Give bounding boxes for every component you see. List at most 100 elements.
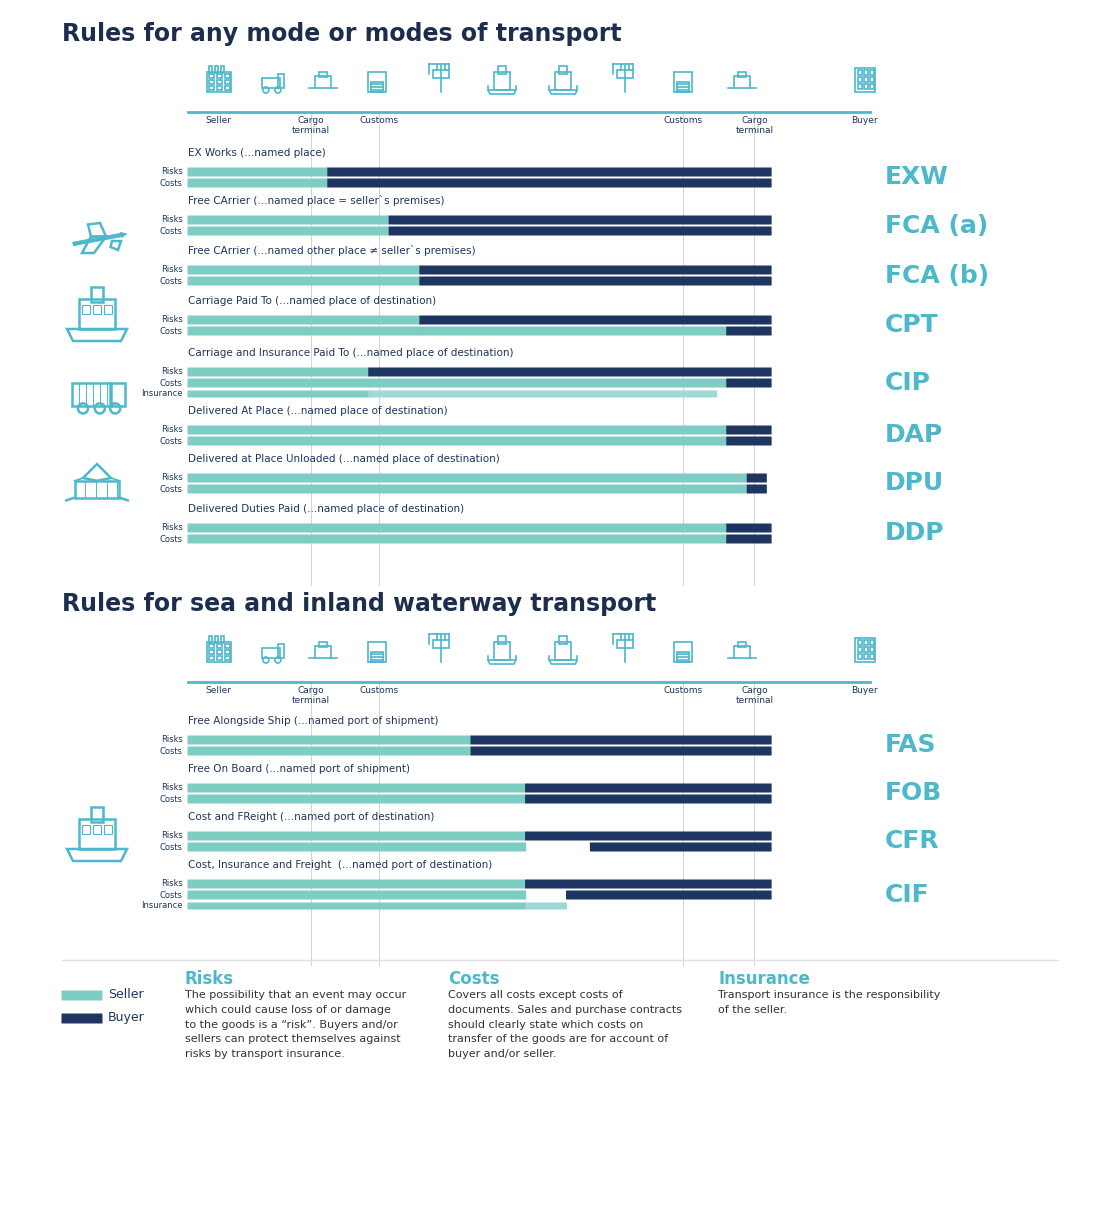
Text: Transport insurance is the responsibility
of the seller.: Transport insurance is the responsibilit… xyxy=(718,990,941,1014)
FancyBboxPatch shape xyxy=(187,265,420,275)
FancyBboxPatch shape xyxy=(747,485,767,493)
Bar xyxy=(207,642,231,662)
Text: Risks: Risks xyxy=(161,474,183,482)
FancyBboxPatch shape xyxy=(187,534,727,544)
Bar xyxy=(215,636,217,643)
FancyBboxPatch shape xyxy=(525,879,772,889)
Bar xyxy=(858,84,862,89)
Text: CIP: CIP xyxy=(885,371,931,396)
Text: Risks: Risks xyxy=(161,368,183,376)
Bar xyxy=(221,66,224,74)
Bar xyxy=(278,644,283,658)
FancyBboxPatch shape xyxy=(187,474,748,482)
Bar xyxy=(225,656,230,660)
Bar xyxy=(208,74,214,78)
Text: Customs: Customs xyxy=(360,686,399,695)
Text: Seller: Seller xyxy=(206,686,232,695)
Bar xyxy=(735,76,750,88)
Text: Costs: Costs xyxy=(160,485,183,493)
Text: Risks: Risks xyxy=(161,265,183,275)
Bar xyxy=(315,76,332,88)
Text: Cargo
terminal: Cargo terminal xyxy=(291,116,329,135)
Text: Costs: Costs xyxy=(160,534,183,544)
Text: Costs: Costs xyxy=(160,276,183,286)
Bar xyxy=(674,72,692,92)
Bar xyxy=(858,654,862,658)
Text: Risks: Risks xyxy=(161,523,183,533)
Text: Cost and FReight (...named port of destination): Cost and FReight (...named port of desti… xyxy=(188,812,435,822)
FancyBboxPatch shape xyxy=(187,843,526,851)
Text: Free Alongside Ship (...named port of shipment): Free Alongside Ship (...named port of sh… xyxy=(188,716,439,726)
Text: Delivered at Place Unloaded (...named place of destination): Delivered at Place Unloaded (...named pl… xyxy=(188,453,500,464)
FancyBboxPatch shape xyxy=(62,990,103,1001)
Text: Costs: Costs xyxy=(448,970,500,988)
Bar xyxy=(262,648,280,658)
FancyBboxPatch shape xyxy=(187,890,526,900)
Bar xyxy=(221,636,224,643)
FancyBboxPatch shape xyxy=(566,890,772,900)
FancyBboxPatch shape xyxy=(726,534,772,544)
Bar xyxy=(225,650,230,654)
Bar xyxy=(93,305,101,314)
Bar xyxy=(738,72,746,77)
Bar xyxy=(216,650,222,654)
Bar xyxy=(870,640,874,645)
FancyBboxPatch shape xyxy=(726,523,772,533)
FancyBboxPatch shape xyxy=(187,391,370,398)
Text: Insurance: Insurance xyxy=(718,970,810,988)
FancyBboxPatch shape xyxy=(419,265,772,275)
Text: FCA (a): FCA (a) xyxy=(885,213,988,238)
Bar xyxy=(225,86,230,90)
FancyBboxPatch shape xyxy=(187,379,370,387)
Text: Cargo
terminal: Cargo terminal xyxy=(736,116,774,135)
Text: FAS: FAS xyxy=(885,733,936,757)
Bar xyxy=(617,640,633,648)
Bar xyxy=(870,77,874,82)
FancyBboxPatch shape xyxy=(368,379,727,387)
FancyBboxPatch shape xyxy=(187,523,727,533)
Bar xyxy=(278,74,283,88)
Text: Rules for any mode or modes of transport: Rules for any mode or modes of transport xyxy=(62,22,622,46)
Bar xyxy=(91,807,103,822)
Bar xyxy=(215,66,217,74)
Bar xyxy=(432,70,448,78)
Text: FOB: FOB xyxy=(885,781,942,806)
Bar xyxy=(864,646,868,652)
Bar xyxy=(262,78,280,88)
Text: DAP: DAP xyxy=(885,423,943,447)
Bar xyxy=(870,654,874,658)
Bar xyxy=(371,82,383,92)
FancyBboxPatch shape xyxy=(525,902,567,909)
Bar xyxy=(855,638,875,662)
Text: Customs: Customs xyxy=(663,686,702,695)
FancyBboxPatch shape xyxy=(747,474,767,482)
Bar xyxy=(864,70,868,75)
Text: CPT: CPT xyxy=(885,314,939,338)
Text: Buyer: Buyer xyxy=(851,116,878,125)
Bar xyxy=(315,646,332,658)
FancyBboxPatch shape xyxy=(525,795,772,803)
Bar xyxy=(870,646,874,652)
FancyArrow shape xyxy=(73,233,127,246)
Text: Free On Board (...named port of shipment): Free On Board (...named port of shipment… xyxy=(188,763,410,774)
FancyBboxPatch shape xyxy=(187,902,526,909)
Bar xyxy=(855,68,875,92)
FancyBboxPatch shape xyxy=(525,784,772,792)
FancyBboxPatch shape xyxy=(187,316,420,324)
FancyBboxPatch shape xyxy=(590,843,772,851)
Text: Costs: Costs xyxy=(160,843,183,851)
Bar xyxy=(82,825,90,835)
FancyBboxPatch shape xyxy=(389,227,772,235)
Bar xyxy=(368,72,386,92)
Text: Customs: Customs xyxy=(663,116,702,125)
Bar xyxy=(104,305,112,314)
FancyBboxPatch shape xyxy=(187,784,526,792)
Bar xyxy=(80,819,115,849)
FancyBboxPatch shape xyxy=(726,437,772,445)
Text: EX Works (...named place): EX Works (...named place) xyxy=(188,148,326,158)
Bar xyxy=(494,642,510,660)
FancyBboxPatch shape xyxy=(470,736,772,744)
Text: Risks: Risks xyxy=(161,168,183,176)
Bar xyxy=(498,636,506,644)
Text: Costs: Costs xyxy=(160,747,183,755)
